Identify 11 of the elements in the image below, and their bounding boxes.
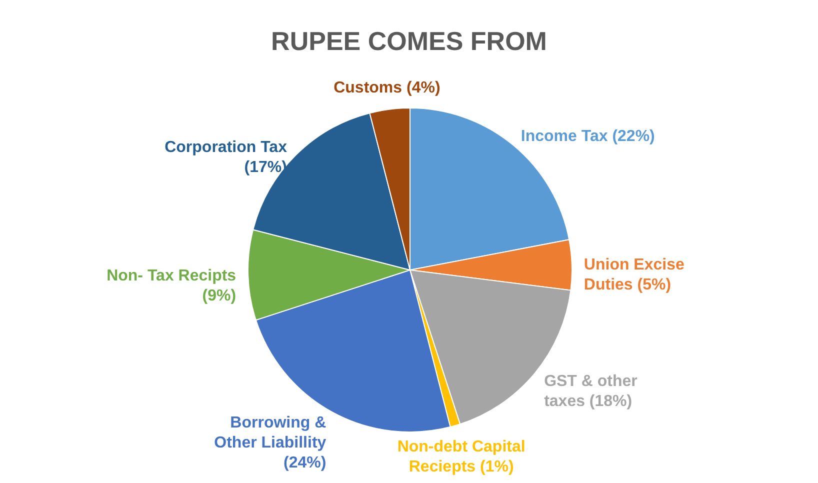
data-label: (9%)	[202, 287, 236, 304]
chart-title: RUPEE COMES FROM	[271, 26, 547, 56]
slice-label: Non-debt Capital Reciepts (1%)	[397, 438, 526, 476]
slice-label: Union Excise Duties (5%)	[584, 256, 684, 294]
slice-label: Non- Tax Recipts	[106, 267, 236, 284]
slice-label: Customs (4%)	[334, 79, 440, 96]
data-label: (24%)	[283, 454, 326, 472]
slice-label: Income Tax (22%)	[520, 128, 655, 145]
slice-label: GST & other taxes (18%)	[544, 372, 638, 410]
slice-label: Corporation Tax	[164, 138, 288, 156]
slice-label: Borrowing & Other Liabillity	[214, 414, 327, 452]
